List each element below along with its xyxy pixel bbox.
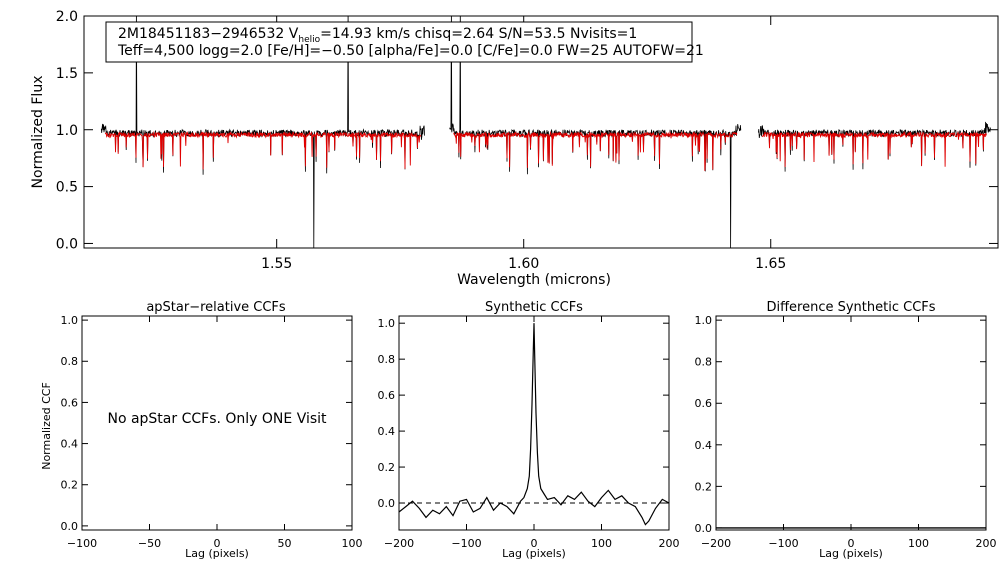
info-star-id: 2M18451183−2946532 V bbox=[118, 26, 299, 42]
apstar-ccf-xtick-label: 50 bbox=[278, 537, 292, 550]
difference-ccf-xtick-label: 200 bbox=[976, 537, 997, 550]
spectrum-ylabel: Normalized Flux bbox=[30, 76, 46, 189]
difference-ccf-panel: Difference Synthetic CCFs −200 −100 0 100 20… bbox=[695, 300, 997, 560]
apstar-ccf-title: apStar−relative CCFs bbox=[146, 300, 286, 315]
apstar-ccf-ytick-label: 0.8 bbox=[61, 355, 79, 368]
synthetic-ccf-xtick-label: 0 bbox=[531, 537, 538, 550]
synthetic-ccf-ytick-label: 0.4 bbox=[378, 425, 396, 438]
difference-ccf-xlabel: Lag (pixels) bbox=[819, 547, 883, 560]
spectrum-ytick-label: 1.5 bbox=[56, 66, 78, 82]
synthetic-ccf-plot-area bbox=[398, 323, 670, 526]
synthetic-ccf-xlabel: Lag (pixels) bbox=[502, 547, 566, 560]
apstar-ccf-ytick-label: 0.6 bbox=[61, 396, 79, 409]
model-spectrum-line bbox=[104, 131, 421, 170]
synthetic-ccf-xtick-label: −100 bbox=[451, 537, 481, 550]
spectrum-axes: 1.55 1.60 1.65 0.0 0.5 1.0 1.5 2.0 bbox=[56, 9, 998, 272]
difference-ccf-xtick-label: 100 bbox=[908, 537, 929, 550]
spectrum-xtick-label: 1.65 bbox=[755, 256, 786, 272]
synthetic-ccf-ytick-label: 0.2 bbox=[378, 461, 396, 474]
info-stats: =14.93 km/s chisq=2.64 S/N=53.5 Nvisits=… bbox=[320, 26, 637, 42]
synthetic-ccf-ytick-label: 0.0 bbox=[378, 497, 396, 510]
difference-ccf-title: Difference Synthetic CCFs bbox=[766, 300, 935, 315]
spectrum-info-box bbox=[105, 21, 693, 63]
model-spectrum-line bbox=[761, 130, 987, 168]
spectrum-panel: 1.55 1.60 1.65 0.0 0.5 1.0 1.5 2.0 2M18451183−2… bbox=[30, 9, 999, 288]
apstar-ccf-xtick-label: 100 bbox=[342, 537, 363, 550]
synthetic-ccf-panel: Synthetic CCFs −200 −100 0 100 200 0.0 0.2 0.4 0… bbox=[378, 300, 680, 560]
spectrum-xlabel: Wavelength (microns) bbox=[457, 272, 611, 288]
spectrum-xtick-label: 1.55 bbox=[261, 256, 292, 272]
observed-spectrum-line bbox=[758, 121, 991, 172]
difference-ccf-ytick-label: 0.2 bbox=[695, 480, 713, 493]
difference-ccf-xtick-label: 0 bbox=[848, 537, 855, 550]
difference-ccf-ytick-label: 0.8 bbox=[695, 356, 713, 369]
spectrum-info-line1: 2M18451183−2946532 Vhelio=14.93 km/s chi… bbox=[118, 26, 637, 45]
apstar-ccf-xlabel: Lag (pixels) bbox=[185, 547, 249, 560]
spectrum-frame bbox=[83, 15, 999, 249]
apstar-ccf-panel: apStar−relative CCFs −100 −50 0 50 100 0.0 0.2… bbox=[40, 300, 363, 560]
spectrum-ytick-label: 2.0 bbox=[56, 9, 78, 25]
spectrum-ytick-label: 0.5 bbox=[56, 180, 78, 196]
difference-ccf-frame bbox=[715, 315, 987, 531]
apstar-ccf-ytick-label: 0.2 bbox=[61, 479, 79, 492]
synthetic-ccf-xtick-label: 200 bbox=[659, 537, 680, 550]
spectrum-ytick-label: 0.0 bbox=[56, 236, 78, 252]
difference-ccf-ytick-label: 1.0 bbox=[695, 314, 713, 327]
difference-ccf-xtick-label: −100 bbox=[768, 537, 798, 550]
difference-ccf-ytick-label: 0.0 bbox=[695, 522, 713, 535]
apstar-ccf-ylabel: Normalized CCF bbox=[40, 382, 53, 470]
apstar-ccf-xtick-label: −100 bbox=[67, 537, 97, 550]
synthetic-ccf-ytick-label: 0.6 bbox=[378, 389, 396, 402]
synthetic-ccf-line bbox=[398, 323, 670, 526]
synthetic-ccf-xtick-label: −200 bbox=[384, 537, 414, 550]
spectrum-xtick-label: 1.60 bbox=[508, 256, 539, 272]
difference-ccf-ytick-label: 0.6 bbox=[695, 397, 713, 410]
synthetic-ccf-ytick-label: 0.8 bbox=[378, 353, 396, 366]
apstar-ccf-axes: −100 −50 0 50 100 0.0 0.2 0.4 0.6 0.8 1.0 bbox=[61, 314, 363, 550]
model-spectrum-line bbox=[453, 130, 738, 171]
difference-ccf-axes: −200 −100 0 100 200 0.0 0.2 0.4 0.6 0.8 1.0 bbox=[695, 314, 997, 550]
difference-ccf-xtick-label: −200 bbox=[701, 537, 731, 550]
apstar-ccf-ytick-label: 0.4 bbox=[61, 438, 79, 451]
apstar-ccf-ytick-label: 1.0 bbox=[61, 314, 79, 327]
synthetic-ccf-title: Synthetic CCFs bbox=[485, 300, 583, 315]
difference-ccf-ytick-label: 0.4 bbox=[695, 439, 713, 452]
synthetic-ccf-ytick-label: 1.0 bbox=[378, 317, 396, 330]
synthetic-ccf-xtick-label: 100 bbox=[591, 537, 612, 550]
apstar-ccf-xtick-label: −50 bbox=[138, 537, 161, 550]
spectrum-ytick-label: 1.0 bbox=[56, 123, 78, 139]
no-ccf-message: No apStar CCFs. Only ONE Visit bbox=[107, 411, 327, 427]
apstar-ccf-ytick-label: 0.0 bbox=[61, 520, 79, 533]
synthetic-ccf-axes: −200 −100 0 100 200 0.0 0.2 0.4 0.6 0.8 1.0 bbox=[378, 316, 680, 550]
spectrum-info-line2: Teff=4,500 logg=2.0 [Fe/H]=−0.50 [alpha/… bbox=[117, 43, 704, 59]
info-helio-sub: helio bbox=[298, 35, 320, 45]
apstar-ccf-xtick-label: 0 bbox=[214, 537, 221, 550]
spectrum-plot-area bbox=[100, 16, 991, 248]
